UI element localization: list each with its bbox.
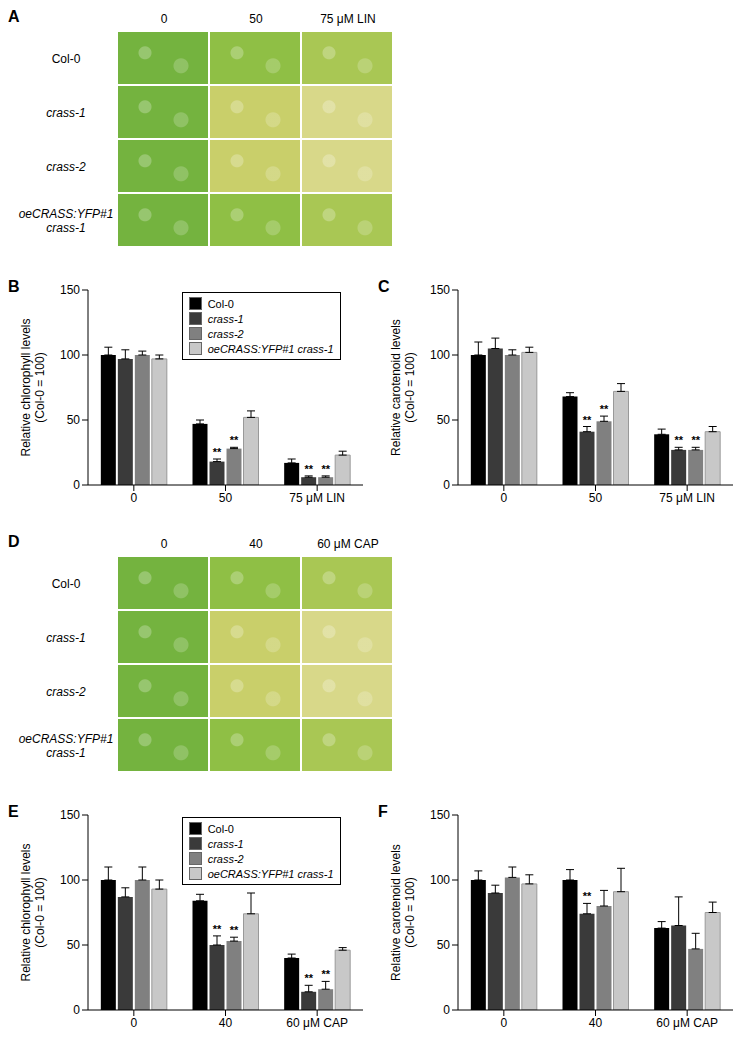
html-text:A: A [8,8,20,25]
svg-text:60 μM CAP: 60 μM CAP [286,1016,348,1030]
html-text:oeCRASS:YFP#1 crass-1: oeCRASS:YFP#1 crass-1 [207,867,334,880]
html-text:75 μM LIN: 75 μM LIN [320,12,376,26]
html-text:0: 0 [160,537,168,551]
svg-text:60 μM CAP: 60 μM CAP [656,1016,718,1030]
svg-text:Relative chlorophyll levels: Relative chlorophyll levels [19,318,33,456]
svg-text:75 μM LIN: 75 μM LIN [289,491,345,505]
svg-text:50: 50 [437,938,451,952]
html-text:crass-1: crass-1 [207,312,244,325]
html-text:Col-0: Col-0 [207,822,234,835]
html-text:0: 0 [160,12,168,26]
svg-text:**: ** [674,434,683,446]
html-text:B: B [8,278,20,295]
html-text:oeCRASS:YFP#1 crass-1: oeCRASS:YFP#1 crass-1 [207,342,334,355]
svg-text:**: ** [304,463,313,475]
svg-text:**: ** [583,890,592,902]
html-text:oeCRASS:YFP#1: oeCRASS:YFP#1 [18,207,114,221]
html-text:Col-0: Col-0 [51,52,81,66]
html-text:crass-1: crass-1 [46,746,86,760]
svg-text:**: ** [213,923,222,935]
svg-text:100: 100 [60,348,80,362]
svg-text:100: 100 [430,873,450,887]
svg-text:Relative chlorophyll levels: Relative chlorophyll levels [19,843,33,981]
svg-text:**: ** [230,924,239,936]
svg-text:0: 0 [500,1016,507,1030]
html-text:crass-1: crass-1 [46,221,86,235]
svg-text:**: ** [230,434,239,446]
svg-text:40: 40 [589,1016,603,1030]
html-text:crass-1: crass-1 [46,106,86,120]
html-text:crass-1: crass-1 [207,837,244,850]
svg-text:150: 150 [60,283,80,297]
svg-text:50: 50 [67,938,81,952]
svg-text:Relative carotenoid levels: Relative carotenoid levels [389,319,403,456]
svg-text:0: 0 [73,478,80,492]
svg-text:Relative carotenoid levels: Relative carotenoid levels [389,844,403,981]
html-text:Col-0: Col-0 [51,577,81,591]
svg-text:(Col-0 = 100): (Col-0 = 100) [403,352,417,422]
svg-text:(Col-0 = 100): (Col-0 = 100) [403,877,417,947]
svg-text:150: 150 [430,283,450,297]
svg-text:50: 50 [67,413,81,427]
svg-text:0: 0 [130,1016,137,1030]
svg-text:**: ** [321,463,330,475]
svg-text:75 μM LIN: 75 μM LIN [659,491,715,505]
html-text:oeCRASS:YFP#1: oeCRASS:YFP#1 [18,732,114,746]
svg-text:150: 150 [60,808,80,822]
svg-text:(Col-0 = 100): (Col-0 = 100) [33,877,47,947]
svg-text:150: 150 [430,808,450,822]
svg-text:50: 50 [589,491,603,505]
html-text:C: C [378,278,390,295]
svg-text:50: 50 [437,413,451,427]
html-text:Col-0: Col-0 [207,297,234,310]
html-text:crass-2: crass-2 [207,327,244,340]
svg-text:100: 100 [60,873,80,887]
svg-text:**: ** [213,446,222,458]
html-text:crass-1: crass-1 [46,631,86,645]
html-text:crass-2: crass-2 [46,685,86,699]
svg-text:0: 0 [443,478,450,492]
svg-text:**: ** [600,403,609,415]
svg-text:0: 0 [500,491,507,505]
html-text:60 μM CAP: 60 μM CAP [317,537,379,551]
svg-text:100: 100 [430,348,450,362]
svg-text:50: 50 [219,491,233,505]
svg-text:**: ** [321,968,330,980]
svg-text:0: 0 [443,1003,450,1017]
svg-text:**: ** [583,414,592,426]
svg-text:0: 0 [130,491,137,505]
svg-text:0: 0 [73,1003,80,1017]
svg-text:**: ** [304,972,313,984]
html-text:E: E [8,803,19,820]
html-text:crass-2: crass-2 [207,852,244,865]
html-text:50: 50 [249,12,263,26]
html-text:D: D [8,533,20,550]
svg-text:40: 40 [219,1016,233,1030]
html-text:F: F [378,803,388,820]
svg-text:**: ** [691,434,700,446]
html-text:crass-2: crass-2 [46,160,86,174]
html-text:40: 40 [249,537,263,551]
svg-text:(Col-0 = 100): (Col-0 = 100) [33,352,47,422]
